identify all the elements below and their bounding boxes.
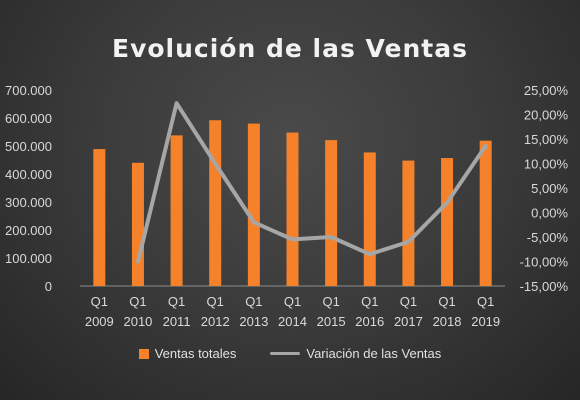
x-tick-label-quarter: Q1 [438, 294, 455, 309]
bar [170, 135, 183, 286]
x-tick-label-year: 2015 [317, 314, 346, 329]
y-right-tick-label: 5,00% [531, 181, 568, 196]
x-tick-label-year: 2016 [355, 314, 384, 329]
bar [325, 140, 338, 286]
x-tick-label-quarter: Q1 [129, 294, 146, 309]
x-tick-label-year: 2017 [394, 314, 423, 329]
chart-title: Evolución de las Ventas [112, 34, 468, 63]
x-tick-label-year: 2014 [278, 314, 307, 329]
x-tick-label-quarter: Q1 [168, 294, 185, 309]
y-right-tick-label: 15,00% [524, 132, 569, 147]
bar [479, 140, 492, 286]
legend: Ventas totales Variación de las Ventas [0, 346, 580, 361]
y-right-tick-label: -5,00% [527, 230, 569, 245]
x-tick-label-year: 2010 [123, 314, 152, 329]
legend-item-bars: Ventas totales [138, 346, 237, 361]
x-tick-label-quarter: Q1 [245, 294, 262, 309]
x-tick-label-quarter: Q1 [207, 294, 224, 309]
y-left-tick-label: 400.000 [5, 167, 52, 182]
series-line-variacion [136, 101, 488, 264]
legend-label-bars: Ventas totales [154, 346, 237, 361]
legend-swatch-bars [138, 348, 149, 359]
x-tick-label-quarter: Q1 [400, 294, 417, 309]
legend-item-line: Variación de las Ventas [270, 346, 441, 361]
x-tick-label-year: 2011 [163, 314, 191, 329]
x-tick-label-quarter: Q1 [322, 294, 339, 309]
y-left-tick-label: 200.000 [5, 223, 52, 238]
x-tick-label-quarter: Q1 [284, 294, 301, 309]
bar [286, 132, 299, 286]
bar [363, 152, 376, 286]
y-left-tick-label: 500.000 [5, 139, 52, 154]
bar [402, 160, 415, 286]
bar [131, 162, 144, 286]
x-tick-label-year: 2012 [201, 314, 230, 329]
x-tick-label-quarter: Q1 [477, 294, 494, 309]
bar [441, 158, 454, 286]
y-left-tick-label: 100.000 [5, 251, 52, 266]
bar [93, 149, 106, 286]
y-left-tick-label: 600.000 [5, 111, 52, 126]
y-right-tick-label: 20,00% [524, 108, 569, 123]
legend-label-line: Variación de las Ventas [306, 346, 442, 361]
x-tick-label-quarter: Q1 [361, 294, 378, 309]
x-tick-label-quarter: Q1 [91, 294, 108, 309]
y-left-tick-label: 0 [45, 279, 52, 294]
y-right-tick-label: 0,00% [531, 206, 568, 221]
y-right-tick-label: 10,00% [524, 157, 569, 172]
x-tick-label-year: 2009 [85, 314, 114, 329]
y-right-tick-label: 25,00% [524, 83, 569, 98]
x-tick-label-year: 2013 [239, 314, 268, 329]
bar [209, 120, 222, 287]
x-tick-label-year: 2019 [471, 314, 500, 329]
y-left-tick-label: 700.000 [5, 83, 52, 98]
y-right-tick-label: -10,00% [520, 255, 569, 270]
y-left-tick-label: 300.000 [5, 195, 52, 210]
bar [247, 123, 260, 286]
y-right-tick-label: -15,00% [520, 279, 569, 294]
legend-swatch-line [270, 352, 301, 355]
x-tick-label-year: 2018 [433, 314, 462, 329]
